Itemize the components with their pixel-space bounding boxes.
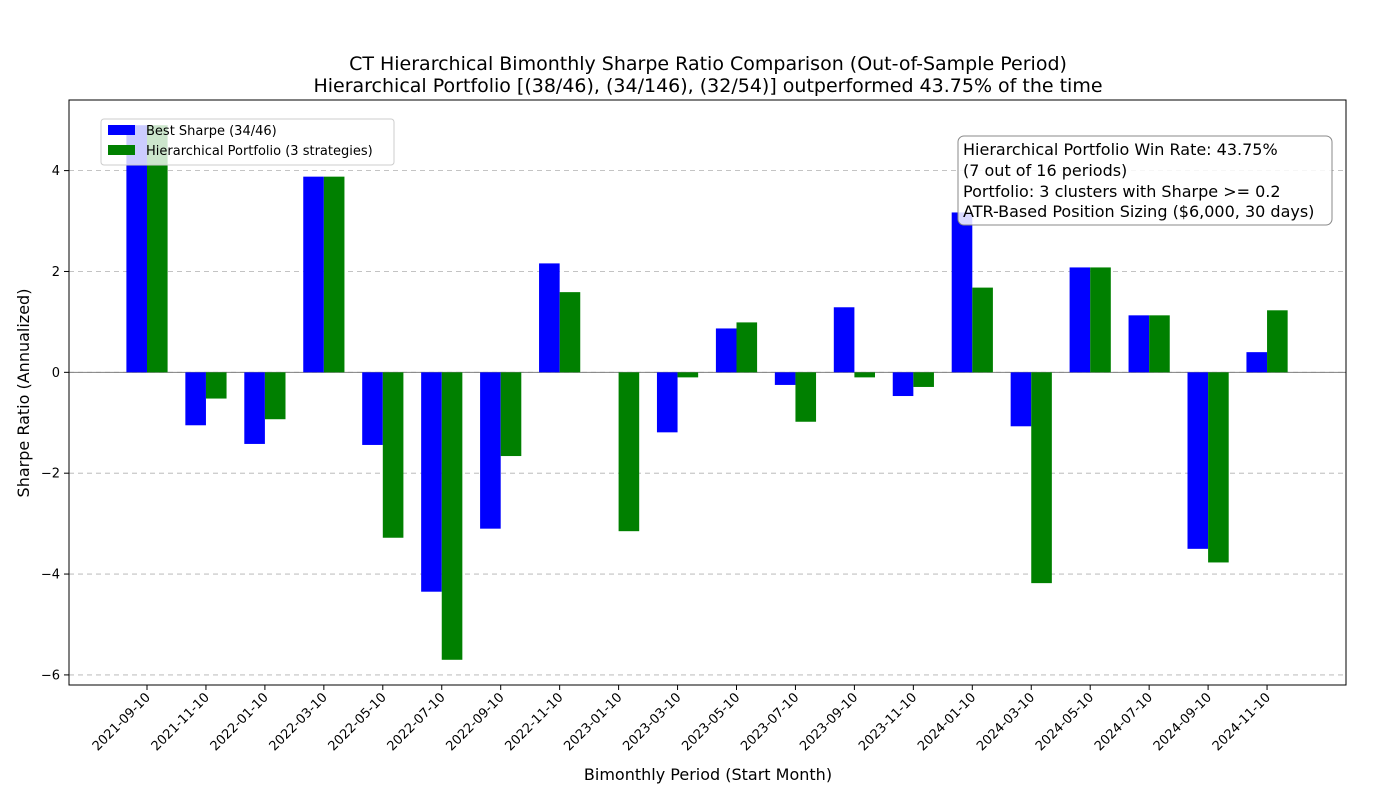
bar-best-sharpe xyxy=(656,372,678,433)
bars xyxy=(126,125,1288,660)
bar-hierarchical xyxy=(559,292,581,373)
bar-best-sharpe xyxy=(1246,352,1268,373)
bar-hierarchical xyxy=(736,322,758,373)
x-tick-label: 2024-11-10 xyxy=(1210,690,1274,754)
bar-hierarchical xyxy=(618,372,640,532)
bar-hierarchical xyxy=(1208,372,1229,563)
bar-hierarchical xyxy=(441,372,463,660)
x-tick-label: 2022-07-10 xyxy=(385,690,449,754)
legend-frame xyxy=(100,118,395,166)
bar-hierarchical xyxy=(1267,310,1288,373)
bar-best-sharpe xyxy=(951,212,973,373)
chart-subtitle: Hierarchical Portfolio [(38/46), (34/146… xyxy=(313,75,1102,97)
x-tick-label: 2022-11-10 xyxy=(502,690,566,754)
bar-best-sharpe xyxy=(244,372,265,444)
bar-best-sharpe xyxy=(539,263,560,373)
annotation-line-2: (7 out of 16 periods) xyxy=(963,161,1127,180)
y-tick-label: 4 xyxy=(52,164,60,179)
x-tick-label: 2024-07-10 xyxy=(1092,690,1156,754)
x-tick-label: 2022-09-10 xyxy=(443,690,507,754)
x-tick-label: 2023-09-10 xyxy=(797,690,861,754)
x-tick-label: 2023-03-10 xyxy=(620,690,684,754)
bar-best-sharpe xyxy=(480,372,501,529)
annotation-line-1: Hierarchical Portfolio Win Rate: 43.75% xyxy=(963,140,1278,159)
legend-swatch-hierarchical xyxy=(108,145,135,155)
y-tick-label: 2 xyxy=(52,265,60,280)
legend: Best Sharpe (34/46) Hierarchical Portfol… xyxy=(100,118,395,166)
bar-best-sharpe xyxy=(715,328,737,373)
x-tick-label: 2022-01-10 xyxy=(208,690,272,754)
x-tick-label: 2023-05-10 xyxy=(679,690,743,754)
x-tick-label: 2024-03-10 xyxy=(974,690,1038,754)
bar-hierarchical xyxy=(323,176,345,373)
bar-hierarchical xyxy=(795,372,817,422)
bar-best-sharpe xyxy=(1010,372,1032,427)
bar-best-sharpe xyxy=(774,372,796,385)
y-axis: −6 −4 −2 0 2 4 xyxy=(41,164,69,683)
bar-best-sharpe xyxy=(1069,267,1091,373)
bar-hierarchical xyxy=(382,372,404,538)
y-tick-label: −6 xyxy=(41,668,60,683)
y-axis-label: Sharpe Ratio (Annualized) xyxy=(14,289,33,498)
bar-best-sharpe xyxy=(892,372,914,397)
x-tick-label: 2024-05-10 xyxy=(1033,690,1097,754)
bar-hierarchical xyxy=(1149,315,1170,373)
legend-label-best-sharpe: Best Sharpe (34/46) xyxy=(146,124,277,139)
bar-hierarchical xyxy=(147,125,168,373)
bar-hierarchical xyxy=(854,372,875,378)
bar-hierarchical xyxy=(1031,372,1052,584)
bar-best-sharpe xyxy=(833,307,855,373)
x-tick-label: 2021-09-10 xyxy=(90,690,154,754)
y-tick-label: 0 xyxy=(52,366,60,381)
bar-hierarchical xyxy=(264,372,286,420)
legend-swatch-best-sharpe xyxy=(108,125,135,135)
chart-title: CT Hierarchical Bimonthly Sharpe Ratio C… xyxy=(349,53,1067,75)
bar-hierarchical xyxy=(677,372,699,378)
plot-frame xyxy=(68,99,1347,686)
bar-hierarchical xyxy=(972,287,993,373)
x-axis: 2021-09-102021-11-102022-01-102022-03-10… xyxy=(90,685,1274,754)
x-tick-label: 2022-03-10 xyxy=(267,690,331,754)
x-tick-label: 2022-05-10 xyxy=(326,690,390,754)
x-tick-label: 2023-07-10 xyxy=(738,690,802,754)
bar-best-sharpe xyxy=(1187,372,1209,549)
y-tick-label: −4 xyxy=(41,568,60,583)
x-tick-label: 2024-01-10 xyxy=(915,690,979,754)
x-axis-label: Bimonthly Period (Start Month) xyxy=(584,765,832,784)
bar-best-sharpe xyxy=(303,176,324,373)
x-tick-label: 2024-09-10 xyxy=(1151,690,1215,754)
x-tick-label: 2023-01-10 xyxy=(561,690,625,754)
bar-best-sharpe xyxy=(126,125,147,373)
legend-label-hierarchical: Hierarchical Portfolio (3 strategies) xyxy=(146,144,373,159)
bar-hierarchical xyxy=(1090,267,1111,373)
annotation-line-4: ATR-Based Position Sizing ($6,000, 30 da… xyxy=(963,202,1314,221)
x-tick-label: 2021-11-10 xyxy=(149,690,213,754)
bar-hierarchical xyxy=(205,372,227,399)
annotation-box xyxy=(957,135,1333,226)
bar-best-sharpe xyxy=(185,372,206,426)
bar-best-sharpe xyxy=(421,372,442,592)
win-rate-annotation: Hierarchical Portfolio Win Rate: 43.75% … xyxy=(957,135,1333,226)
bar-hierarchical xyxy=(913,372,934,387)
y-tick-label: −2 xyxy=(41,467,60,482)
x-tick-label: 2023-11-10 xyxy=(856,690,920,754)
bar-hierarchical xyxy=(500,372,522,457)
bar-best-sharpe xyxy=(362,372,383,445)
annotation-line-3: Portfolio: 3 clusters with Sharpe >= 0.2 xyxy=(963,182,1281,201)
bar-best-sharpe xyxy=(1128,315,1150,373)
